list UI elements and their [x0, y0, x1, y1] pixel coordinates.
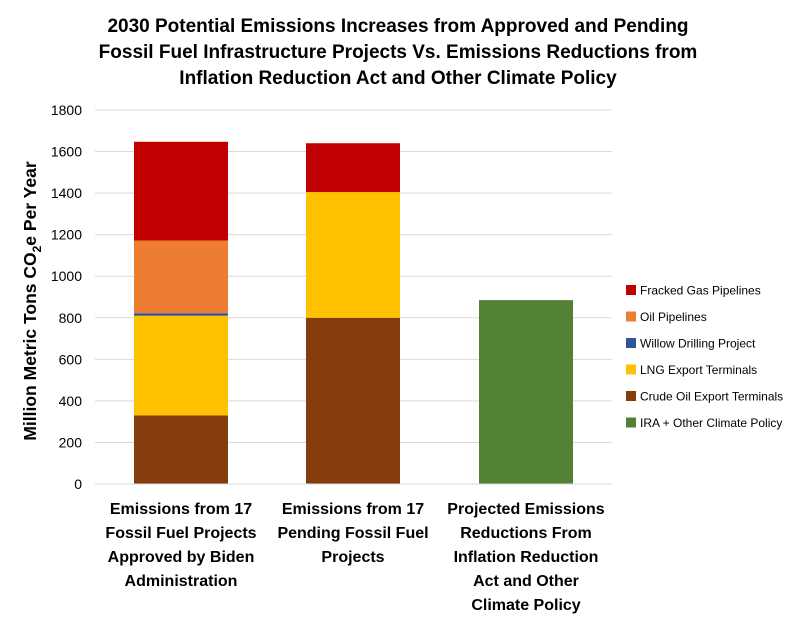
category-label-line: Inflation Reduction [454, 549, 599, 566]
category-label-line: Emissions from 17 [110, 501, 252, 518]
legend-swatch [626, 391, 636, 401]
legend-swatch [626, 338, 636, 348]
y-tick-label: 600 [59, 351, 83, 367]
legend-swatch [626, 417, 636, 428]
category-label-line: Climate Policy [471, 597, 580, 614]
x-axis-categories: Emissions from 17 Fossil Fuel Projects App… [105, 501, 604, 614]
legend-label: Crude Oil Export Terminals [640, 390, 783, 404]
bar-segment-crude-oil-export-terminals [134, 415, 228, 484]
chart-title-line-3: Inflation Reduction Act and Other Climat… [179, 68, 617, 89]
y-axis-label-subscript: 2 [30, 245, 44, 252]
y-tick-label: 1400 [51, 185, 82, 201]
category-label-line: Projects [321, 549, 384, 566]
legend-label: LNG Export Terminals [640, 363, 757, 377]
category-label-line: Projected Emissions [447, 501, 604, 518]
chart-title: 2030 Potential Emissions Increases from … [99, 16, 698, 89]
legend-swatch [626, 285, 636, 295]
bar-segment-crude-oil-export-terminals [306, 317, 400, 484]
category-label-line: Reductions From [460, 525, 592, 542]
y-tick-label: 1600 [51, 144, 82, 160]
legend-swatch [626, 311, 636, 322]
bars [134, 141, 573, 484]
legend: Fracked Gas Pipelines Oil Pipelines Willow… [626, 284, 783, 430]
y-tick-label: 0 [74, 476, 82, 492]
bar-segment-fracked-gas-pipelines [134, 141, 228, 241]
y-tick-label: 1800 [51, 102, 82, 118]
category-label-line: Fossil Fuel Projects [105, 525, 256, 542]
bar-segment-willow-drilling-project [134, 313, 228, 316]
chart-title-line-1: 2030 Potential Emissions Increases from … [107, 16, 688, 37]
legend-swatch [626, 364, 636, 375]
y-tick-label: 400 [59, 393, 83, 409]
legend-label: Willow Drilling Project [640, 337, 756, 351]
chart-title-line-2: Fossil Fuel Infrastructure Projects Vs. … [99, 42, 698, 63]
y-tick-label: 1000 [51, 268, 82, 284]
bar-segment-lng-export-terminals [306, 192, 400, 318]
category-label-line: Emissions from 17 [282, 501, 424, 518]
y-tick-label: 1200 [51, 227, 82, 243]
y-axis-label-suffix: e Per Year [20, 161, 40, 246]
bar-segment-oil-pipelines [134, 240, 228, 314]
category-label-line: Approved by Biden [108, 549, 255, 566]
y-axis-label: Million Metric Tons CO2e Per Year [20, 161, 44, 441]
category-label-line: Administration [125, 573, 238, 590]
bar-segment-lng-export-terminals [134, 315, 228, 416]
legend-label: IRA + Other Climate Policy [640, 416, 782, 430]
y-tick-label: 200 [59, 434, 83, 450]
bar-segment-fracked-gas-pipelines [306, 143, 400, 193]
legend-label: Fracked Gas Pipelines [640, 284, 761, 298]
category-label-line: Pending Fossil Fuel [277, 525, 428, 542]
legend-label: Oil Pipelines [640, 310, 707, 324]
y-axis-ticks: 0 200 400 600 800 1000 1200 1400 1600 1800 [51, 102, 82, 492]
y-tick-label: 800 [59, 310, 83, 326]
category-label-line: Act and Other [473, 573, 579, 590]
bar-segment-ira-other-climate-policy [479, 300, 573, 484]
y-axis-label-prefix: Million Metric Tons CO [20, 252, 40, 440]
